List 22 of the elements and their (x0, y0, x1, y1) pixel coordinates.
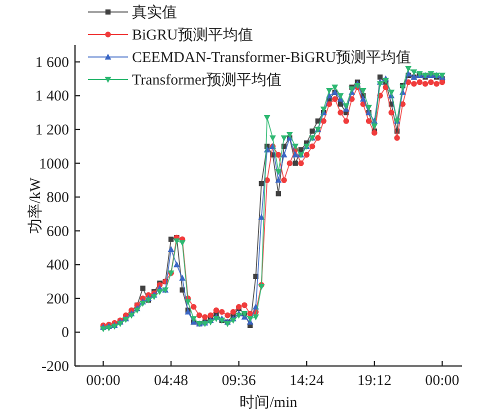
x-tick-label: 00:00 (425, 373, 460, 389)
y-tick-label: 800 (46, 190, 69, 206)
x-tick-label: 19:12 (357, 373, 392, 389)
legend-label: 真实值 (132, 4, 177, 21)
y-tick-label: 1000 (39, 156, 69, 172)
legend-label: Transformer预测平均值 (132, 72, 282, 88)
y-tick-label: 400 (46, 258, 69, 274)
legend-label: BiGRU预测平均值 (132, 26, 253, 44)
x-tick-label: 00:00 (86, 373, 120, 389)
y-tick-label: 600 (46, 224, 69, 240)
y-tick-label: 1 600 (35, 54, 69, 71)
x-tick-label: 14:24 (290, 373, 324, 389)
y-tick-label: 1 400 (35, 88, 69, 105)
legend-label: CEEMDAN-Transformer-BiGRU预测平均值 (132, 49, 412, 66)
x-axis-title: 时间/min (240, 394, 298, 411)
y-tick-label: 200 (46, 291, 69, 308)
y-tick-label: -200 (42, 359, 69, 375)
y-tick-label: 0 (62, 325, 69, 342)
y-tick-label: 1 200 (35, 122, 69, 138)
x-tick-label: 09:36 (222, 373, 256, 389)
x-tick-label: 04:48 (154, 373, 188, 389)
y-axis-title: 功率/kW (27, 176, 44, 234)
